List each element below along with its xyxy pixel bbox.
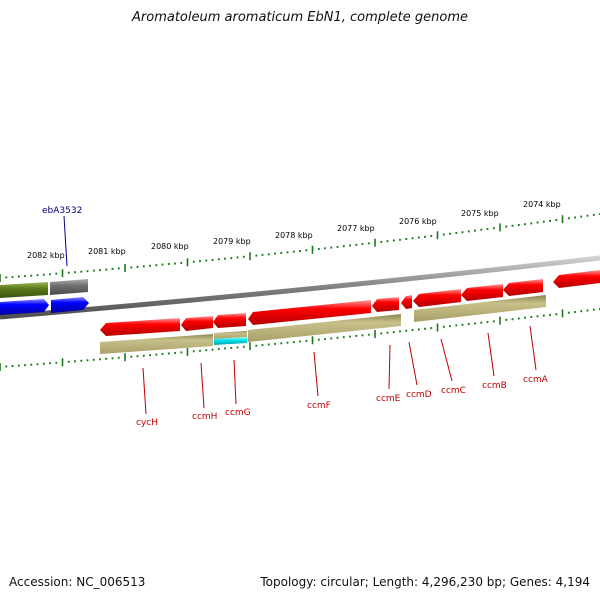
gene-label-ccmH: ccmH <box>192 412 217 422</box>
gene-label-ccmB: ccmB <box>482 381 507 391</box>
forward-strand-genes <box>0 279 89 315</box>
gene-label-ccmF: ccmF <box>307 401 331 411</box>
gene-label-ccmD: ccmD <box>406 390 432 400</box>
leader-ccmG <box>233 359 237 405</box>
leader-ccmH <box>200 362 205 409</box>
gene-ccmE-arrow[interactable] <box>372 297 399 312</box>
cds-ccmG-cyan[interactable] <box>214 337 247 345</box>
gene-label-ebA3532: ebA3532 <box>42 206 82 216</box>
reverse-strand-genes <box>100 270 600 336</box>
kbp-label: 2076 kbp <box>399 217 437 226</box>
gene-cycH-arrow[interactable] <box>100 318 180 336</box>
gene-ccmB-arrow[interactable] <box>461 284 503 301</box>
leader-ccmD <box>408 341 418 386</box>
cds-cycH-ccmH[interactable] <box>100 334 213 354</box>
kbp-label: 2077 kbp <box>337 224 375 233</box>
gene-ccmD-arrow[interactable] <box>401 295 412 309</box>
kbp-label: 2078 kbp <box>275 231 313 240</box>
kbp-label: 2079 kbp <box>213 237 251 246</box>
cds-ccmF-ccmE[interactable] <box>248 314 401 342</box>
gene-blue-2[interactable] <box>51 297 89 313</box>
kbp-label: 2074 kbp <box>523 200 561 209</box>
gene-labels: ebA3532 cycH ccmH ccmG ccmF ccmE ccmD cc… <box>42 206 549 428</box>
gene-label-ccmC: ccmC <box>441 386 466 396</box>
leader-ccmE <box>388 344 391 390</box>
gene-ccmF-arrow[interactable] <box>248 300 371 325</box>
leader-ccmA <box>529 325 537 371</box>
gene-ccmA-arrow[interactable] <box>503 279 543 296</box>
cds-bars <box>100 295 546 354</box>
gene-ccmC-arrow[interactable] <box>413 289 461 307</box>
accession-text: Accession: NC_006513 <box>9 575 146 589</box>
kbp-tick-labels: 2082 kbp 2081 kbp 2080 kbp 2079 kbp 2078… <box>27 200 561 260</box>
leader-ccmF <box>313 351 319 397</box>
gene-ccmH-arrow[interactable] <box>181 316 213 331</box>
outer-tick-ring <box>0 213 600 282</box>
kbp-label: 2075 kbp <box>461 209 499 218</box>
leader-cycH <box>142 367 147 415</box>
gene-label-ccmA: ccmA <box>523 375 549 385</box>
gene-blue-1[interactable] <box>0 299 49 315</box>
gene-label-cycH: cycH <box>136 418 158 428</box>
kbp-label: 2081 kbp <box>88 247 126 256</box>
gene-ccmG-arrow[interactable] <box>213 313 246 328</box>
leader-ebA3532 <box>63 215 68 267</box>
cds-ccmD-ccmA[interactable] <box>414 295 546 322</box>
gene-red-partial[interactable] <box>553 270 600 288</box>
gene-label-ccmE: ccmE <box>376 394 401 404</box>
leader-ccmB <box>487 332 495 377</box>
label-leaders <box>63 215 537 415</box>
inner-tick-ring <box>0 308 600 371</box>
cds-ccmG-top[interactable] <box>214 331 247 339</box>
topology-text: Topology: circular; Length: 4,296,230 bp… <box>260 575 590 589</box>
genome-backbone <box>0 255 600 320</box>
gene-label-ccmG: ccmG <box>225 408 251 418</box>
gene-green[interactable] <box>0 282 48 298</box>
leader-ccmC <box>440 338 453 382</box>
gene-ebA3532[interactable] <box>50 279 88 295</box>
map-title: Aromatoleum aromaticum EbN1, complete ge… <box>132 10 468 25</box>
kbp-label: 2080 kbp <box>151 242 189 251</box>
kbp-label: 2082 kbp <box>27 251 65 260</box>
